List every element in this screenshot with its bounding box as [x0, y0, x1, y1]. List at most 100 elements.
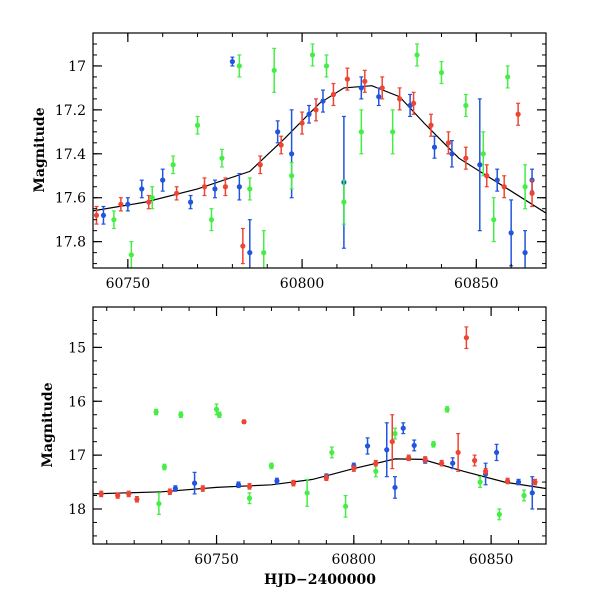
blue-data-point [275, 129, 281, 135]
red-data-point [515, 111, 521, 117]
red-data-point [201, 184, 208, 190]
green-data-point [521, 492, 527, 499]
green-data-point [219, 155, 225, 161]
green-data-point [323, 63, 330, 69]
blue-data-point [358, 85, 364, 91]
y-tick-label: 17.8 [55, 235, 86, 251]
x-tick-label: 60750 [106, 276, 151, 292]
y-tick-label: 17 [68, 59, 86, 75]
blue-data-point [125, 201, 131, 207]
blue-data-point [274, 478, 280, 484]
blue-data-point [160, 177, 166, 183]
red-data-point [351, 465, 357, 472]
green-data-point [392, 430, 398, 437]
y-tick-label: 17 [68, 448, 86, 464]
red-data-point [406, 455, 412, 461]
green-data-point [341, 199, 347, 205]
blue-data-point [493, 449, 500, 456]
red-data-point [410, 100, 417, 106]
blue-data-point [477, 162, 483, 168]
blue-data-point [494, 177, 500, 183]
red-data-point [222, 184, 229, 190]
x-tick-label: 60800 [280, 276, 325, 292]
green-data-point [390, 129, 396, 135]
red-data-point [174, 190, 180, 196]
blue-data-point [384, 447, 390, 453]
blue-data-point [100, 212, 107, 218]
red-data-point [330, 91, 337, 98]
blue-data-point [450, 460, 456, 466]
green-data-point [373, 468, 379, 474]
green-data-point [149, 195, 155, 201]
green-data-point [358, 129, 364, 135]
top-panel-y-axis-label: Magnitude [32, 107, 48, 192]
green-data-point [289, 173, 295, 179]
red-data-point [126, 491, 132, 497]
y-tick-label: 15 [68, 340, 86, 356]
bottom-panel-y-axis-label: Magnitude [40, 382, 56, 467]
green-data-point [522, 184, 528, 190]
red-data-point [313, 107, 319, 113]
blue-data-point [400, 425, 406, 431]
top-panel: 60750 60800 60850 17 17.2 17.4 17.6 17.8 Magnit… [32, 32, 547, 292]
blue-data-point [411, 442, 417, 449]
green-data-point [271, 67, 277, 73]
bottom-panel-ticks: 60750 60800 60850 15 16 17 18 [68, 306, 547, 568]
green-data-point [309, 52, 316, 58]
blue-data-point [515, 479, 522, 485]
x-tick-label: 60750 [194, 552, 239, 568]
green-data-point [480, 151, 486, 157]
x-tick-label: 60800 [332, 552, 377, 568]
top-panel-marks [93, 43, 546, 268]
green-data-point [194, 122, 201, 128]
top-panel-ticks: 60750 60800 60850 17 17.2 17.4 17.6 17.8 [55, 32, 547, 292]
green-data-point [477, 479, 483, 485]
blue-data-point [529, 490, 535, 496]
red-data-point [146, 199, 152, 205]
red-data-point [115, 492, 121, 499]
red-data-point [483, 468, 489, 474]
green-data-point [216, 412, 222, 418]
red-data-point [532, 479, 538, 485]
green-data-point [261, 250, 267, 256]
green-data-point [414, 52, 420, 58]
y-tick-label: 17.4 [55, 147, 86, 163]
green-data-point [247, 186, 253, 192]
blue-data-point [449, 151, 455, 157]
red-data-point [344, 76, 350, 82]
red-data-point [246, 483, 253, 489]
blue-data-point [139, 186, 145, 192]
red-data-point [428, 122, 434, 128]
green-data-point [268, 463, 275, 469]
green-data-point [304, 490, 310, 496]
blue-data-point [172, 485, 178, 492]
top-panel-frame [92, 32, 547, 269]
green-data-point [438, 69, 445, 76]
red-data-point [463, 155, 469, 161]
y-tick-label: 17.6 [55, 191, 86, 207]
green-data-point [153, 409, 159, 415]
green-data-point [505, 74, 511, 80]
blue-data-point [235, 482, 242, 488]
red-data-point [501, 184, 507, 190]
green-data-point [111, 217, 117, 223]
blue-data-point [187, 199, 194, 205]
red-data-point [463, 335, 469, 341]
red-data-point [167, 489, 173, 495]
green-data-point [208, 217, 215, 223]
green-data-point [491, 217, 497, 223]
red-data-point [373, 460, 379, 466]
blue-data-point [364, 443, 371, 449]
blue-data-point [508, 230, 514, 236]
red-data-point [455, 449, 461, 456]
y-tick-label: 18 [68, 502, 86, 518]
bottom-panel: 60750 60800 60850 15 16 17 18 Magnitude HJD−24… [40, 306, 547, 588]
green-data-point [178, 412, 184, 418]
red-data-point [241, 419, 247, 425]
green-data-point [444, 406, 450, 412]
green-data-point [342, 503, 349, 509]
blue-data-point [212, 186, 218, 192]
